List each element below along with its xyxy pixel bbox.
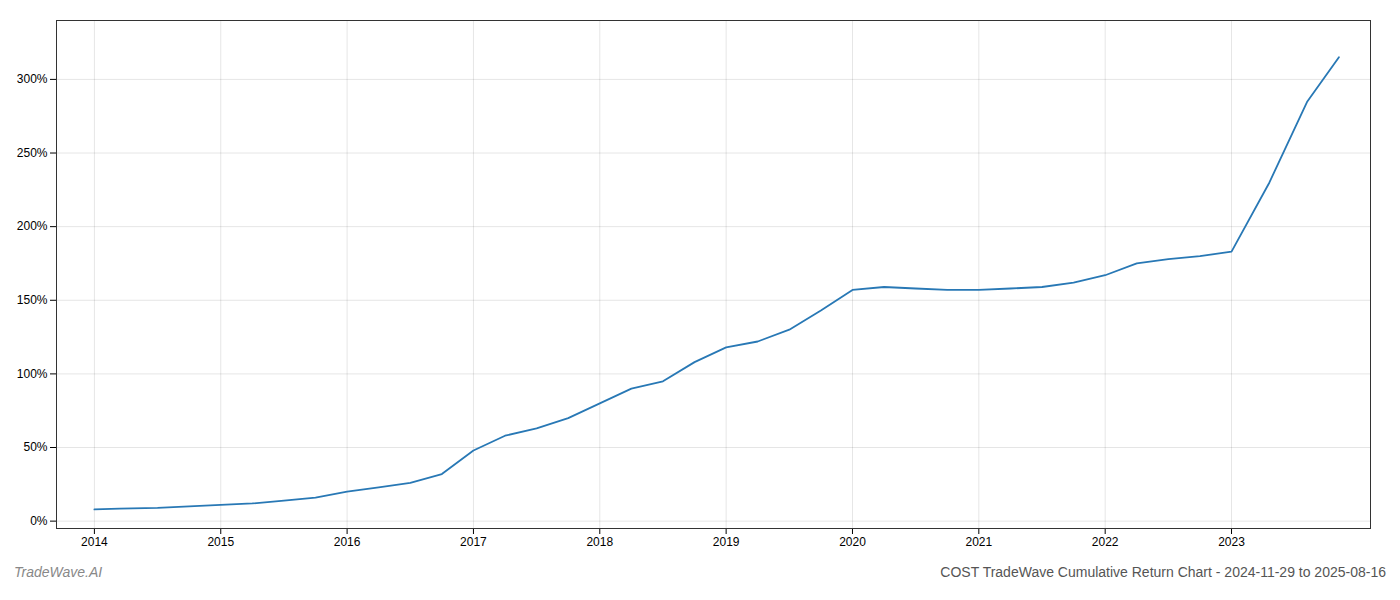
html-text:TradeWave.AI: TradeWave.AI bbox=[14, 564, 103, 580]
svg-text:250%: 250% bbox=[17, 146, 48, 160]
html-text:COST TradeWave Cumulative Retu: COST TradeWave Cumulative Return Chart -… bbox=[940, 564, 1386, 580]
svg-text:50%: 50% bbox=[23, 440, 47, 454]
svg-text:2023: 2023 bbox=[1218, 535, 1245, 549]
svg-text:2017: 2017 bbox=[460, 535, 487, 549]
svg-text:2016: 2016 bbox=[334, 535, 361, 549]
svg-text:150%: 150% bbox=[17, 293, 48, 307]
svg-text:200%: 200% bbox=[17, 219, 48, 233]
svg-text:2020: 2020 bbox=[839, 535, 866, 549]
svg-text:2014: 2014 bbox=[81, 535, 108, 549]
svg-text:100%: 100% bbox=[17, 367, 48, 381]
svg-text:0%: 0% bbox=[30, 514, 48, 528]
svg-text:2018: 2018 bbox=[586, 535, 613, 549]
svg-text:2015: 2015 bbox=[207, 535, 234, 549]
svg-text:2019: 2019 bbox=[713, 535, 740, 549]
svg-text:2022: 2022 bbox=[1092, 535, 1119, 549]
svg-text:300%: 300% bbox=[17, 72, 48, 86]
svg-text:2021: 2021 bbox=[965, 535, 992, 549]
